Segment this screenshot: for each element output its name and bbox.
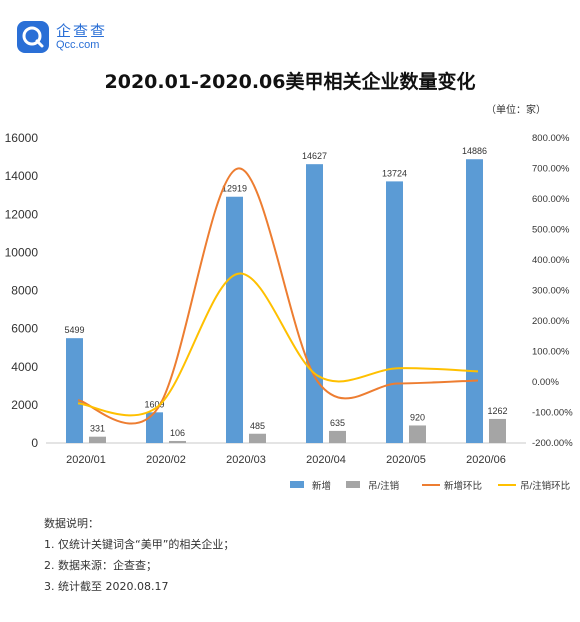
- legend-swatch: [346, 481, 360, 488]
- series-line: [77, 272, 479, 417]
- bar-data-label: 13724: [382, 168, 407, 178]
- y2-tick-label: 500.00%: [532, 225, 570, 236]
- bar-data-label: 1609: [144, 399, 164, 409]
- bar-data-label: 5499: [64, 325, 84, 335]
- y-tick-label: 6000: [11, 322, 38, 336]
- brand-logo: 企查查 Qcc.com: [16, 20, 136, 56]
- bar-data-label: 12919: [222, 184, 247, 194]
- x-tick-label: 2020/06: [466, 454, 506, 466]
- chart-title: 2020.01-2020.06美甲相关企业数量变化: [104, 71, 476, 93]
- y-tick-label: 10000: [5, 245, 39, 259]
- bar-data-label: 1262: [487, 406, 507, 416]
- bar-data-label: 331: [90, 424, 105, 434]
- bar: [466, 159, 483, 443]
- legend-label: 新增环比: [444, 480, 482, 492]
- legend-label: 吊/注销环比: [520, 480, 570, 492]
- note-item: 2. 数据来源：企查查；: [44, 559, 157, 572]
- y2-tick-label: 100.00%: [532, 347, 570, 358]
- y-tick-label: 8000: [11, 284, 38, 298]
- y2-tick-label: 600.00%: [532, 194, 570, 205]
- magnifier-q-icon: [17, 21, 49, 53]
- legend-label: 吊/注销: [368, 480, 400, 492]
- bar: [89, 436, 106, 443]
- y2-tick-label: 400.00%: [532, 255, 570, 266]
- bar-data-label: 920: [410, 412, 425, 422]
- bar: [169, 440, 186, 443]
- y2-tick-label: 200.00%: [532, 316, 570, 327]
- x-tick-label: 2020/01: [66, 454, 106, 466]
- bar: [306, 164, 323, 444]
- series-line: [77, 167, 479, 425]
- note-item: 1. 仅统计关键词含“美甲”的相关企业；: [44, 538, 235, 551]
- y-tick-label: 12000: [5, 207, 39, 221]
- brand-domain: Qcc.com: [56, 39, 100, 51]
- bar: [226, 196, 243, 443]
- bar-data-label: 635: [330, 418, 345, 428]
- y2-tick-label: 0.00%: [532, 377, 559, 388]
- brand-name: 企查查: [56, 22, 108, 40]
- y-tick-label: 0: [31, 436, 38, 450]
- y2-tick-label: -200.00%: [532, 438, 573, 449]
- x-tick-label: 2020/02: [146, 454, 186, 466]
- y-tick-label: 4000: [11, 360, 38, 374]
- y2-tick-label: 700.00%: [532, 164, 570, 175]
- x-tick-label: 2020/03: [226, 454, 266, 466]
- y2-tick-label: 800.00%: [532, 133, 570, 144]
- bar-data-label: 14886: [462, 146, 487, 156]
- bar: [329, 430, 346, 443]
- unit-label: （单位：家）: [486, 105, 546, 116]
- x-tick-label: 2020/05: [386, 454, 426, 466]
- y-tick-label: 16000: [5, 131, 39, 145]
- bar: [146, 412, 163, 443]
- legend-label: 新增: [312, 480, 331, 492]
- bar-data-label: 106: [170, 428, 185, 438]
- bar: [409, 425, 426, 443]
- bar-data-label: 14627: [302, 151, 327, 161]
- y-tick-label: 14000: [5, 169, 39, 183]
- y-tick-label: 2000: [11, 398, 38, 412]
- data-notes: 数据说明： 1. 仅统计关键词含“美甲”的相关企业； 2. 数据来源：企查查； …: [44, 513, 234, 597]
- note-item: 3. 统计截至 2020.08.17: [44, 580, 169, 593]
- notes-heading: 数据说明：: [44, 517, 99, 530]
- bar-data-label: 485: [250, 421, 265, 431]
- bar: [66, 338, 83, 443]
- bar: [489, 418, 506, 443]
- x-tick-label: 2020/04: [306, 454, 346, 466]
- bar: [249, 433, 266, 443]
- bar: [386, 181, 403, 444]
- y2-tick-label: -100.00%: [532, 408, 573, 419]
- legend-swatch: [290, 481, 304, 488]
- y2-tick-label: 300.00%: [532, 286, 570, 297]
